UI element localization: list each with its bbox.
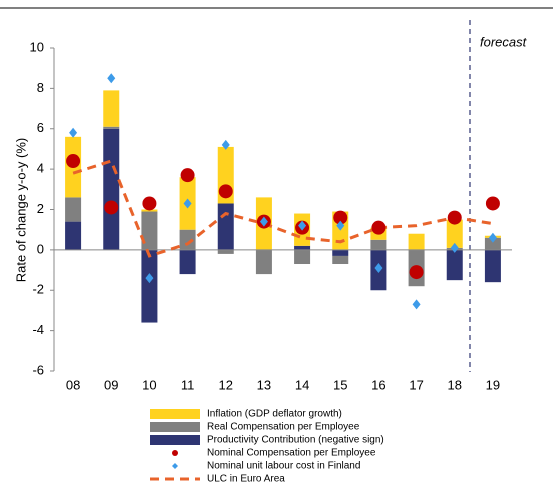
point [221,139,230,150]
x-tick-label: 15 [333,377,347,392]
bar-segment [332,255,349,265]
y-tick-label: 0 [37,241,44,256]
point [371,220,386,235]
y-tick-label: -2 [32,282,44,297]
x-tick-label: 17 [409,377,423,392]
point [336,220,345,231]
line [72,159,494,258]
y-tick-label: 2 [37,201,44,216]
legend-swatch [172,463,178,469]
y-axis-title: Rate of change y-o-y (%) [13,138,28,283]
legend-label: Nominal Compensation per Employee [207,448,376,459]
legend-swatch [150,422,200,432]
point [412,299,421,310]
point [218,184,233,199]
bar-segment [294,245,311,250]
point [69,127,78,138]
x-tick-label: 19 [486,377,500,392]
x-tick-label: 08 [66,377,80,392]
x-tick-label: 18 [448,377,462,392]
point [104,200,119,215]
y-tick-label: 6 [37,120,44,135]
bar-segment [179,229,196,250]
y-tick-label: -6 [32,362,44,377]
legend-swatch [172,450,178,456]
legend-label: Inflation (GDP deflator growth) [207,409,342,420]
bar-segment [103,90,120,127]
annotation: forecast [480,34,528,49]
point [259,216,268,227]
legend-label: Nominal unit labour cost in Finland [207,461,360,472]
point [107,73,116,84]
y-tick-label: 8 [37,80,44,95]
x-tick-label: 13 [257,377,271,392]
legend-label: Productivity Contribution (negative sign… [207,435,384,446]
bar-segment [484,237,501,250]
x-tick-label: 09 [104,377,118,392]
bar-segment [332,249,349,256]
bar-segment [446,219,463,248]
y-tick-label: -4 [32,322,44,337]
bar-segment [408,233,425,250]
bar-segment [217,249,234,254]
legend-swatch [150,435,200,445]
point [66,154,81,169]
bar-segment [103,128,120,250]
legend-label: Real Compensation per Employee [207,422,360,433]
point [142,196,157,211]
bar-segment [370,239,387,250]
point [488,232,497,243]
point [409,265,424,280]
point [180,168,195,183]
x-tick-label: 10 [142,377,156,392]
bar-segment [217,203,234,250]
y-tick-label: 10 [30,39,44,54]
bar-segment [65,197,82,222]
bar-segment [65,221,82,250]
bar-segment [103,126,120,129]
point [485,196,500,211]
bar-segment [141,211,158,250]
y-tick-label: 4 [37,161,44,176]
point [145,273,154,284]
bar-segment [446,249,463,281]
point [374,263,383,274]
bar-segment [141,249,158,323]
point [298,220,307,231]
point [447,210,462,225]
x-tick-label: 16 [371,377,385,392]
bar-segment [484,249,501,283]
x-tick-label: 14 [295,377,309,392]
bar-segment [255,249,272,275]
bar-segment [294,249,311,265]
point [333,210,348,225]
point [450,242,459,253]
legend-label: ULC in Euro Area [207,474,285,485]
x-tick-label: 11 [181,377,195,392]
point [183,198,192,209]
bar-segment [141,209,158,212]
x-tick-label: 12 [219,377,233,392]
legend-swatch [150,409,200,419]
bar-segment [179,249,196,275]
